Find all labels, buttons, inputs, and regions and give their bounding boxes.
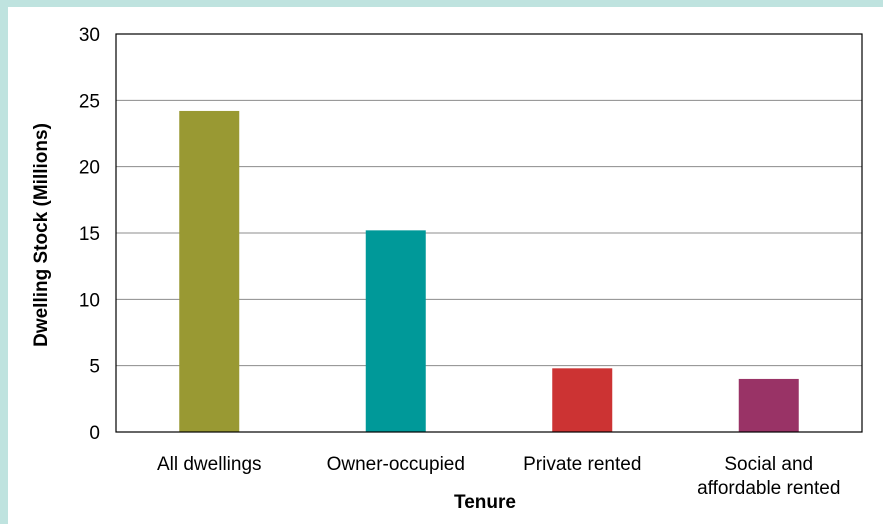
plot-frame <box>115 33 863 433</box>
x-tick-label: Social and affordable rented <box>697 454 840 499</box>
x-tick-label-line: All dwellings <box>157 454 262 475</box>
y-tick-label: 30 <box>79 25 100 46</box>
x-tick-label: All dwellings <box>157 454 262 475</box>
x-tick-label-line: Owner-occupied <box>327 454 465 475</box>
bar-all-dwellings <box>179 110 240 433</box>
plot-area-border <box>115 33 863 433</box>
bar-owner-occupied <box>365 230 426 432</box>
x-tick-label-line: Social and <box>724 454 813 475</box>
y-axis-title: Dwelling Stock (Millions) <box>31 123 52 347</box>
y-tick-label: 25 <box>79 91 100 112</box>
x-axis-title: Tenure <box>454 492 516 513</box>
y-tick-labels: 0 5 10 15 20 25 30 <box>79 25 100 444</box>
x-tick-label-line: affordable rented <box>697 478 840 499</box>
y-tick-label: 10 <box>79 290 100 311</box>
y-tick-label: 5 <box>89 357 100 378</box>
gridlines <box>116 99 862 367</box>
x-tick-label-line: Private rented <box>523 454 641 475</box>
y-tick-label: 20 <box>79 158 100 179</box>
y-tick-label: 0 <box>89 423 100 444</box>
x-tick-labels: All dwellings Owner-occupied Private rente… <box>157 454 840 499</box>
bar-private-rented <box>552 368 613 432</box>
bars <box>179 110 799 433</box>
bar-social-and-affordable-rented <box>738 378 799 432</box>
x-tick-label: Owner-occupied <box>327 454 465 475</box>
chart-panel <box>8 7 883 524</box>
y-tick-label: 15 <box>79 224 100 245</box>
x-tick-label: Private rented <box>523 454 641 475</box>
